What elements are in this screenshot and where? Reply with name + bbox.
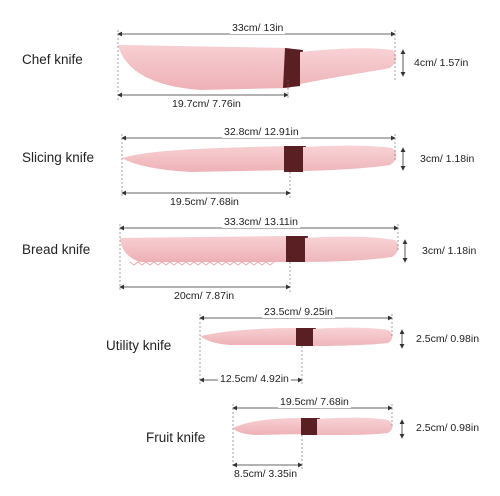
utility-knife-height: 2.5cm/ 0.98in bbox=[414, 333, 482, 345]
slicing-knife bbox=[121, 134, 406, 198]
bread-knife-name: Bread knife bbox=[22, 242, 91, 257]
fruit-knife-total-length: 19.5cm/ 7.68in bbox=[278, 396, 351, 408]
fruit-knife-bolster bbox=[301, 418, 320, 435]
slicing-knife-blade-length: 19.5cm/ 7.68in bbox=[168, 196, 241, 208]
utility-knife-name: Utility knife bbox=[106, 338, 172, 353]
fruit-knife-handle bbox=[317, 417, 393, 435]
slicing-knife-handle bbox=[303, 145, 397, 171]
utility-knife-blade-length: 12.5cm/ 4.92in bbox=[218, 373, 291, 385]
slicing-knife-total-length: 32.8cm/ 12.91in bbox=[222, 126, 301, 138]
fruit-knife-name: Fruit knife bbox=[146, 430, 206, 445]
bread-knife-handle bbox=[305, 236, 399, 262]
utility-knife bbox=[199, 314, 405, 385]
chef-knife-blade-length: 19.7cm/ 7.76in bbox=[170, 98, 243, 110]
bread-knife-serration bbox=[129, 261, 275, 266]
bread-knife-bolster bbox=[286, 236, 308, 262]
slicing-knife-height: 3cm/ 1.18in bbox=[418, 153, 477, 165]
fruit-knife-height: 2.5cm/ 0.98in bbox=[414, 422, 482, 434]
chef-knife-height: 4cm/ 1.57in bbox=[412, 57, 471, 69]
bread-knife-height: 3cm/ 1.18in bbox=[420, 245, 479, 257]
chef-knife-total-length: 33cm/ 13in bbox=[230, 22, 286, 34]
slicing-knife-blade bbox=[122, 146, 290, 172]
fruit-knife bbox=[232, 404, 405, 470]
utility-knife-total-length: 23.5cm/ 9.25in bbox=[262, 306, 335, 318]
bread-knife-blade bbox=[120, 236, 290, 262]
chef-knife-handle bbox=[300, 48, 397, 84]
bread-knife bbox=[119, 224, 408, 292]
chef-knife-blade bbox=[118, 45, 290, 90]
bread-knife-blade-length: 20cm/ 7.87in bbox=[172, 290, 237, 302]
chef-knife-name: Chef knife bbox=[22, 52, 83, 67]
utility-knife-bolster bbox=[296, 328, 316, 346]
utility-knife-handle bbox=[313, 327, 393, 346]
chef-knife bbox=[117, 30, 406, 100]
slicing-knife-name: Slicing knife bbox=[22, 150, 95, 165]
fruit-knife-blade-length: 8.5cm/ 3.35in bbox=[232, 468, 300, 480]
fruit-knife-blade bbox=[233, 418, 305, 435]
chef-knife-bolster bbox=[283, 48, 303, 88]
slicing-knife-bolster bbox=[284, 146, 306, 172]
bread-knife-total-length: 33.3cm/ 13.11in bbox=[222, 216, 300, 228]
utility-knife-blade bbox=[200, 328, 300, 345]
